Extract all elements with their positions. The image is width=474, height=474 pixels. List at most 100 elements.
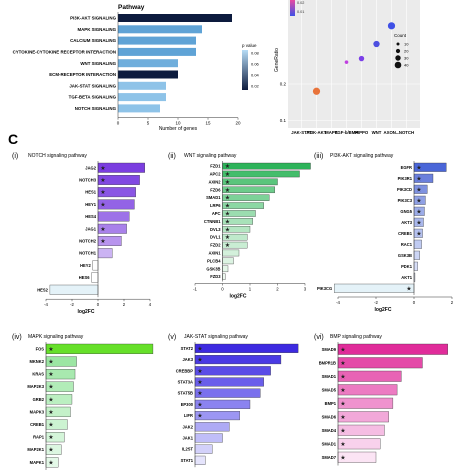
- pathway-bar-chart: Pathway PI3K-AKT SIGNALING MAPK SIGNALING…: [13, 4, 260, 132]
- pathway-chart-roman: (vi): [314, 334, 324, 341]
- gene-label: STAT5B: [178, 391, 193, 396]
- significance-star: ★: [406, 285, 411, 292]
- pathway-bar-xlabel: Number of genes: [159, 126, 198, 132]
- gene-label: SMAD6: [322, 414, 337, 419]
- x-tick-label: 2: [276, 287, 279, 292]
- pathway-bar: [118, 104, 160, 113]
- gene-bar: [413, 250, 420, 260]
- dot-plot-ylabel: GeneRatio: [274, 48, 280, 72]
- pathway-bar-tick-label: 0: [117, 121, 120, 126]
- gene-label: LIFR: [184, 413, 193, 418]
- pathway-bar-category-label: NOTCH SIGNALING: [75, 106, 117, 111]
- gene-label: CREB1: [398, 231, 413, 236]
- significance-star: ★: [48, 396, 53, 403]
- x-tick-label: 0: [97, 302, 100, 307]
- x-tick-label: 0: [221, 287, 224, 292]
- significance-star: ★: [48, 409, 53, 416]
- pvalue-legend-title: p value: [242, 43, 257, 48]
- gene-label: BMPR1B: [319, 360, 336, 365]
- pathway-bar-category-label: WNT SIGNALING: [80, 61, 116, 66]
- pathway-bar: [118, 81, 166, 90]
- pathway-chart-title: JAK-STAT signaling pathway: [184, 334, 248, 340]
- dot-plot-ytick-label: 0.1: [280, 118, 287, 123]
- gene-bar: [97, 248, 113, 259]
- pathway-bar: [118, 14, 232, 22]
- pathway-chart-roman: (iv): [12, 334, 22, 341]
- gene-label: JAG2: [85, 165, 96, 170]
- x-axis-label: log2FC: [375, 307, 392, 313]
- gene-label: RAP1: [33, 435, 45, 440]
- pathway-bar: [118, 93, 166, 102]
- gene-bar: [194, 355, 282, 365]
- gene-label: STAT3A: [178, 379, 193, 384]
- significance-star: ★: [197, 357, 202, 364]
- dot-plot-category-label: HIPPO: [355, 130, 369, 135]
- significance-star: ★: [416, 197, 421, 204]
- gene-label: GRB2: [33, 397, 45, 402]
- pvalue-legend-tick: 0.08: [251, 51, 260, 56]
- gene-label: AKT3: [401, 220, 412, 225]
- gene-label: FZD1: [210, 164, 221, 169]
- gene-bar: [337, 384, 398, 396]
- size-legend-label: 40: [404, 63, 409, 68]
- gene-label: SMAD9: [322, 347, 337, 352]
- significance-star: ★: [48, 422, 53, 429]
- significance-star: ★: [340, 373, 345, 380]
- significance-star: ★: [48, 384, 53, 391]
- x-tick-label: 2: [123, 302, 126, 307]
- gene-label: GSK3B: [206, 266, 220, 271]
- pathway-bar-category-label: CYTOKINE-CYTOKINE RECEPTOR INTERACTION: [13, 50, 116, 55]
- significance-star: ★: [48, 434, 53, 441]
- significance-star: ★: [225, 242, 230, 249]
- gene-bar: [222, 249, 240, 257]
- gene-label: DVL1: [210, 235, 221, 240]
- significance-star: ★: [225, 203, 230, 210]
- pathway-bar: [118, 25, 202, 34]
- gene-bar: [222, 178, 278, 186]
- gene-label: FZD6: [210, 187, 221, 192]
- gene-bar: [194, 388, 261, 398]
- x-tick-label: -2: [374, 300, 378, 305]
- significance-star: ★: [48, 447, 53, 454]
- gene-label: LRP6: [210, 203, 221, 208]
- significance-star: ★: [340, 360, 345, 367]
- pathway-chart-title: MAPK signaling pathway: [28, 334, 84, 340]
- size-legend-label: 30: [404, 56, 409, 61]
- significance-star: ★: [48, 371, 53, 378]
- gene-label: PDK1: [401, 264, 413, 269]
- significance-star: ★: [340, 427, 345, 434]
- x-tick-label: -1: [193, 287, 197, 292]
- dot-plot-category-label: WNT: [372, 130, 382, 135]
- panel-letter: C: [8, 131, 18, 147]
- gene-bar: [91, 272, 99, 283]
- gene-label: MKNK2: [29, 359, 44, 364]
- gene-label: HES4: [85, 214, 96, 219]
- pathway-bar-tick-label: 15: [205, 121, 211, 126]
- significance-star: ★: [48, 459, 53, 466]
- gene-bar: [222, 162, 311, 170]
- dot-plot-category-label: NOTCH: [399, 130, 414, 135]
- dot-plot: 0.1 0.2 JAK-STATPI3K-AKTMAPKTGF-b/BMPHIPPO…: [274, 0, 420, 135]
- gene-label: HES2: [37, 287, 48, 292]
- x-tick-label: 0: [413, 300, 416, 305]
- x-tick-label: 1: [249, 287, 252, 292]
- x-tick-label: -4: [336, 300, 340, 305]
- gene-bar: [194, 377, 264, 387]
- gene-label: HEY1: [85, 202, 96, 207]
- gene-bar: [194, 366, 271, 376]
- dot-plot-ytick-label: 0.2: [280, 82, 287, 87]
- gene-label: FZD2: [210, 243, 221, 248]
- pathway-bar-category-label: CALCIUM SIGNALING: [70, 38, 116, 43]
- pathway-chart-roman: (iii): [314, 153, 323, 160]
- x-tick-label: -4: [44, 302, 48, 307]
- gene-label: STAT1: [181, 458, 194, 463]
- gene-label: PIK3R1: [398, 176, 413, 181]
- gene-label: EGFR: [401, 165, 412, 170]
- pathway-chart-title: NOTCH signaling pathway: [28, 153, 87, 159]
- gene-label: DVL3: [210, 227, 221, 232]
- gene-label: SMAD1: [322, 374, 337, 379]
- significance-star: ★: [340, 454, 345, 461]
